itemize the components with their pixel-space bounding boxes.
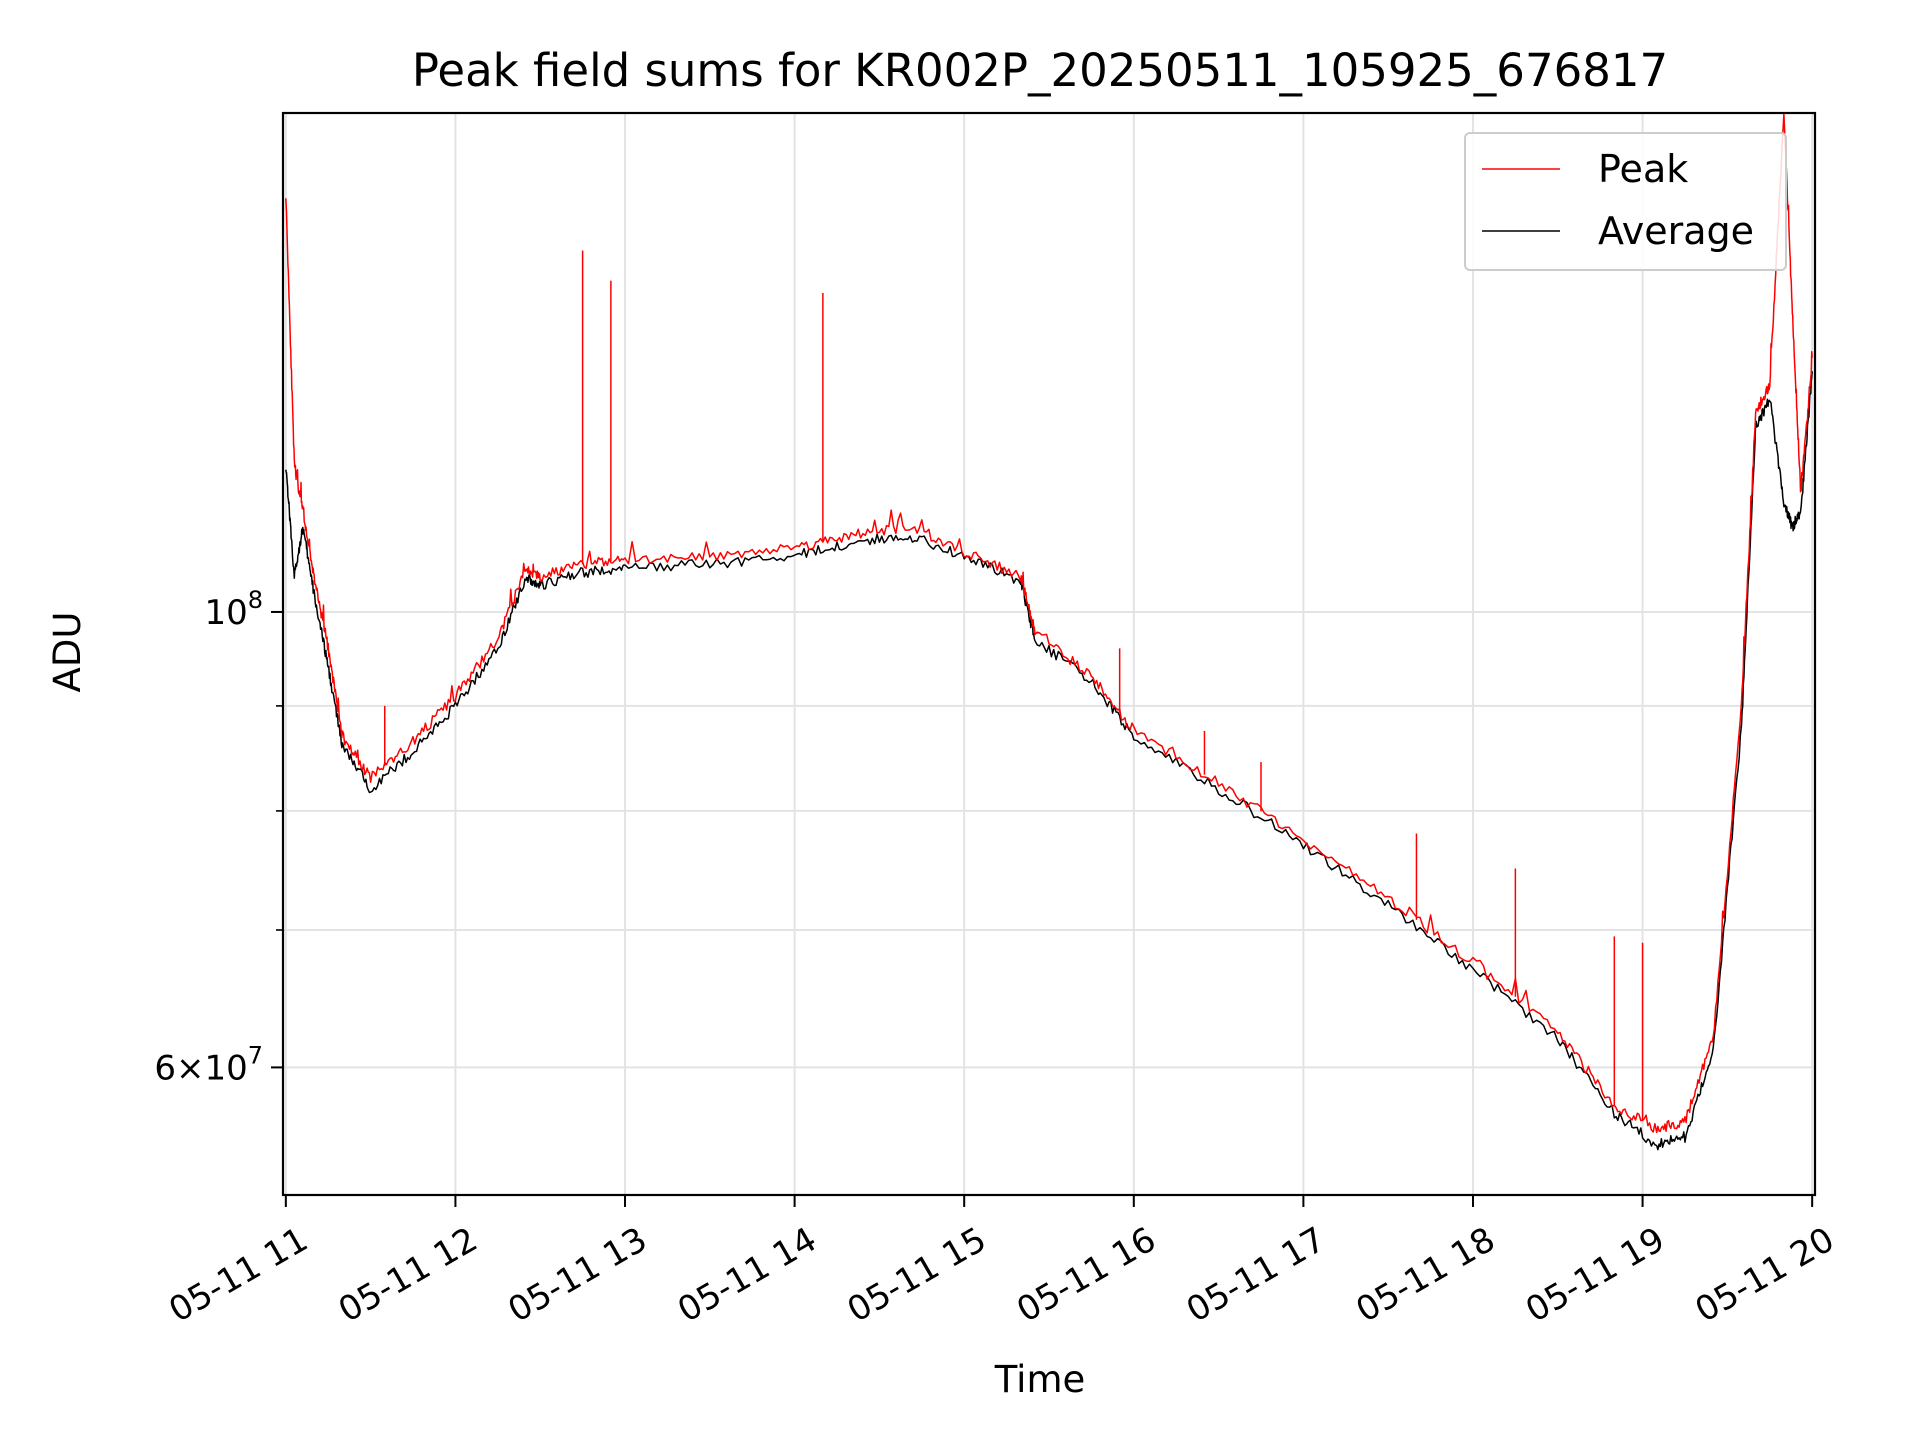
y-tick-label: 108 [204,586,263,633]
series-line-average [285,371,1813,1151]
grid-lines [283,113,1815,1195]
legend-label-peak: Peak [1598,147,1688,191]
plot-series [285,113,1813,1151]
legend-box [1464,132,1787,271]
chart-title: Peak field sums for KR002P_20250511_1059… [412,44,1668,97]
legend: Peak Average [1464,132,1787,271]
y-tick-label: 6×107 [154,1041,263,1088]
y-axis-title: ADU [46,612,89,693]
legend-label-average: Average [1598,209,1754,253]
plot-frame [281,111,1817,1197]
x-axis-title: Time [994,1358,1086,1401]
